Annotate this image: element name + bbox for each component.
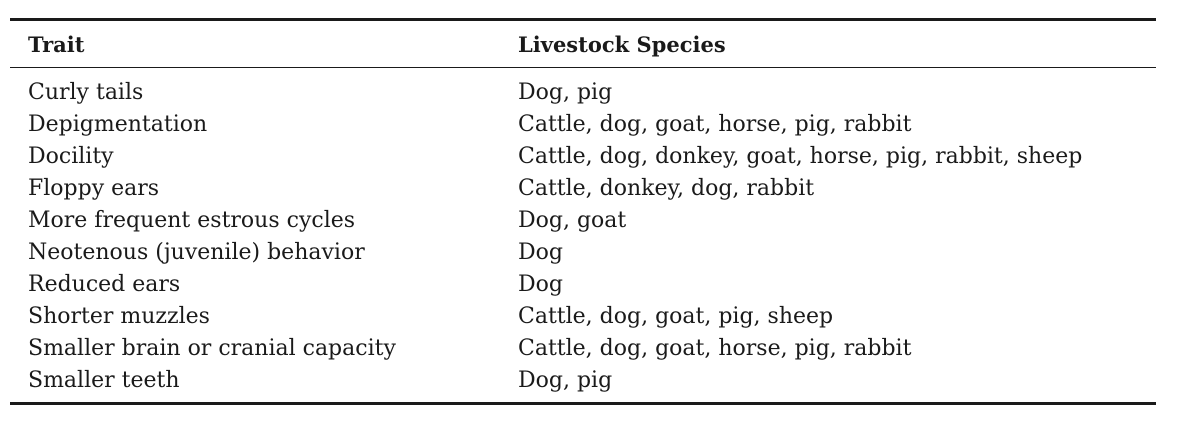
table-top-rule xyxy=(10,18,1156,21)
header-cell-species: Livestock Species xyxy=(500,32,1156,57)
trait-cell: More frequent estrous cycles xyxy=(28,207,356,233)
trait-cell: Depigmentation xyxy=(28,111,208,137)
trait-cell: Smaller brain or cranial capacity xyxy=(28,335,396,361)
species-cell: Dog, pig xyxy=(518,367,613,393)
table-header-rule xyxy=(10,67,1156,68)
trait-cell: Reduced ears xyxy=(28,271,181,297)
table-row: Curly tails Dog, pig xyxy=(10,76,1156,108)
header-trait-label: Trait xyxy=(28,31,85,57)
table-row: Neotenous (juvenile) behavior Dog xyxy=(10,236,1156,268)
table-row: Depigmentation Cattle, dog, goat, horse,… xyxy=(10,108,1156,140)
header-cell-trait: Trait xyxy=(10,32,500,57)
table-row: Floppy ears Cattle, donkey, dog, rabbit xyxy=(10,172,1156,204)
species-cell: Cattle, dog, goat, pig, sheep xyxy=(518,303,834,329)
table-row: Smaller brain or cranial capacity Cattle… xyxy=(10,332,1156,364)
table-row: Shorter muzzles Cattle, dog, goat, pig, … xyxy=(10,300,1156,332)
species-cell: Dog xyxy=(518,239,563,265)
table-row: Reduced ears Dog xyxy=(10,268,1156,300)
traits-table: Trait Livestock Species Curly tails Dog,… xyxy=(10,18,1156,405)
trait-cell: Neotenous (juvenile) behavior xyxy=(28,239,365,265)
table-row: Smaller teeth Dog, pig xyxy=(10,364,1156,396)
trait-cell: Curly tails xyxy=(28,79,144,105)
species-cell: Cattle, dog, goat, horse, pig, rabbit xyxy=(518,335,912,361)
trait-cell: Smaller teeth xyxy=(28,367,180,393)
species-cell: Cattle, dog, donkey, goat, horse, pig, r… xyxy=(518,143,1083,169)
table-bottom-rule xyxy=(10,402,1156,405)
table-body: Curly tails Dog, pig Depigmentation Catt… xyxy=(10,68,1156,402)
table-row: Docility Cattle, dog, donkey, goat, hors… xyxy=(10,140,1156,172)
table-header-row: Trait Livestock Species xyxy=(10,21,1156,67)
header-species-label: Livestock Species xyxy=(518,31,726,57)
trait-cell: Docility xyxy=(28,143,114,169)
table-row: More frequent estrous cycles Dog, goat xyxy=(10,204,1156,236)
trait-cell: Shorter muzzles xyxy=(28,303,210,329)
species-cell: Dog, pig xyxy=(518,79,613,105)
species-cell: Dog, goat xyxy=(518,207,627,233)
species-cell: Dog xyxy=(518,271,563,297)
species-cell: Cattle, dog, goat, horse, pig, rabbit xyxy=(518,111,912,137)
species-cell: Cattle, donkey, dog, rabbit xyxy=(518,175,815,201)
trait-cell: Floppy ears xyxy=(28,175,160,201)
